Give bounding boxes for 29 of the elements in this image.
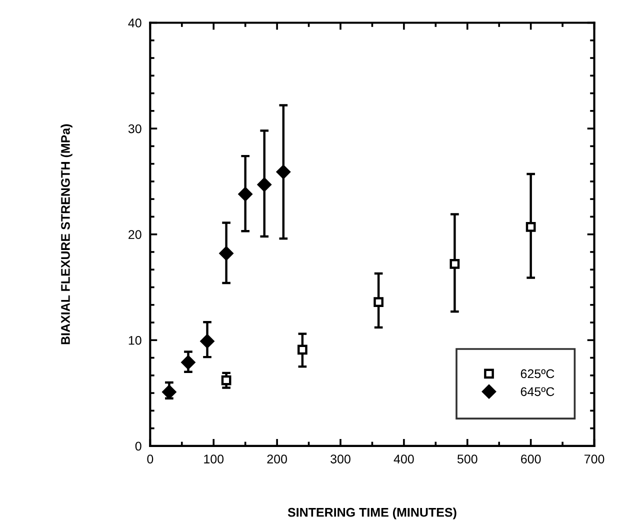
x-tick-label: 100 bbox=[204, 454, 224, 464]
y-tick-label: 0 bbox=[135, 442, 142, 451]
point bbox=[162, 384, 176, 399]
point bbox=[200, 334, 214, 348]
legend-label: 645ºC bbox=[520, 387, 554, 396]
point bbox=[221, 375, 232, 386]
y-tick-label: 30 bbox=[128, 124, 142, 134]
y-tick-label: 40 bbox=[128, 18, 142, 28]
x-tick-label: 300 bbox=[330, 454, 350, 464]
point bbox=[526, 222, 536, 232]
point bbox=[257, 178, 272, 192]
point bbox=[298, 344, 308, 355]
point bbox=[219, 246, 234, 260]
x-tick-label: 0 bbox=[147, 454, 154, 464]
point bbox=[238, 187, 252, 202]
y-axis-title: BIAXIAL FLEXURE STRENGTH (MPa) bbox=[60, 124, 72, 344]
point bbox=[450, 259, 460, 269]
x-axis-title: SINTERING TIME (MINUTES) bbox=[288, 508, 456, 520]
x-tick-label: 200 bbox=[267, 454, 287, 464]
point bbox=[276, 164, 290, 179]
x-tick-label: 500 bbox=[457, 454, 478, 464]
y-tick-label: 10 bbox=[128, 336, 142, 345]
y-tick-label: 20 bbox=[128, 230, 142, 239]
x-tick-label: 700 bbox=[584, 454, 604, 464]
legend-label: 625ºC bbox=[520, 369, 554, 378]
x-tick-label: 600 bbox=[521, 454, 541, 464]
point bbox=[181, 355, 196, 370]
x-tick-label: 400 bbox=[394, 454, 414, 464]
point bbox=[374, 297, 384, 307]
